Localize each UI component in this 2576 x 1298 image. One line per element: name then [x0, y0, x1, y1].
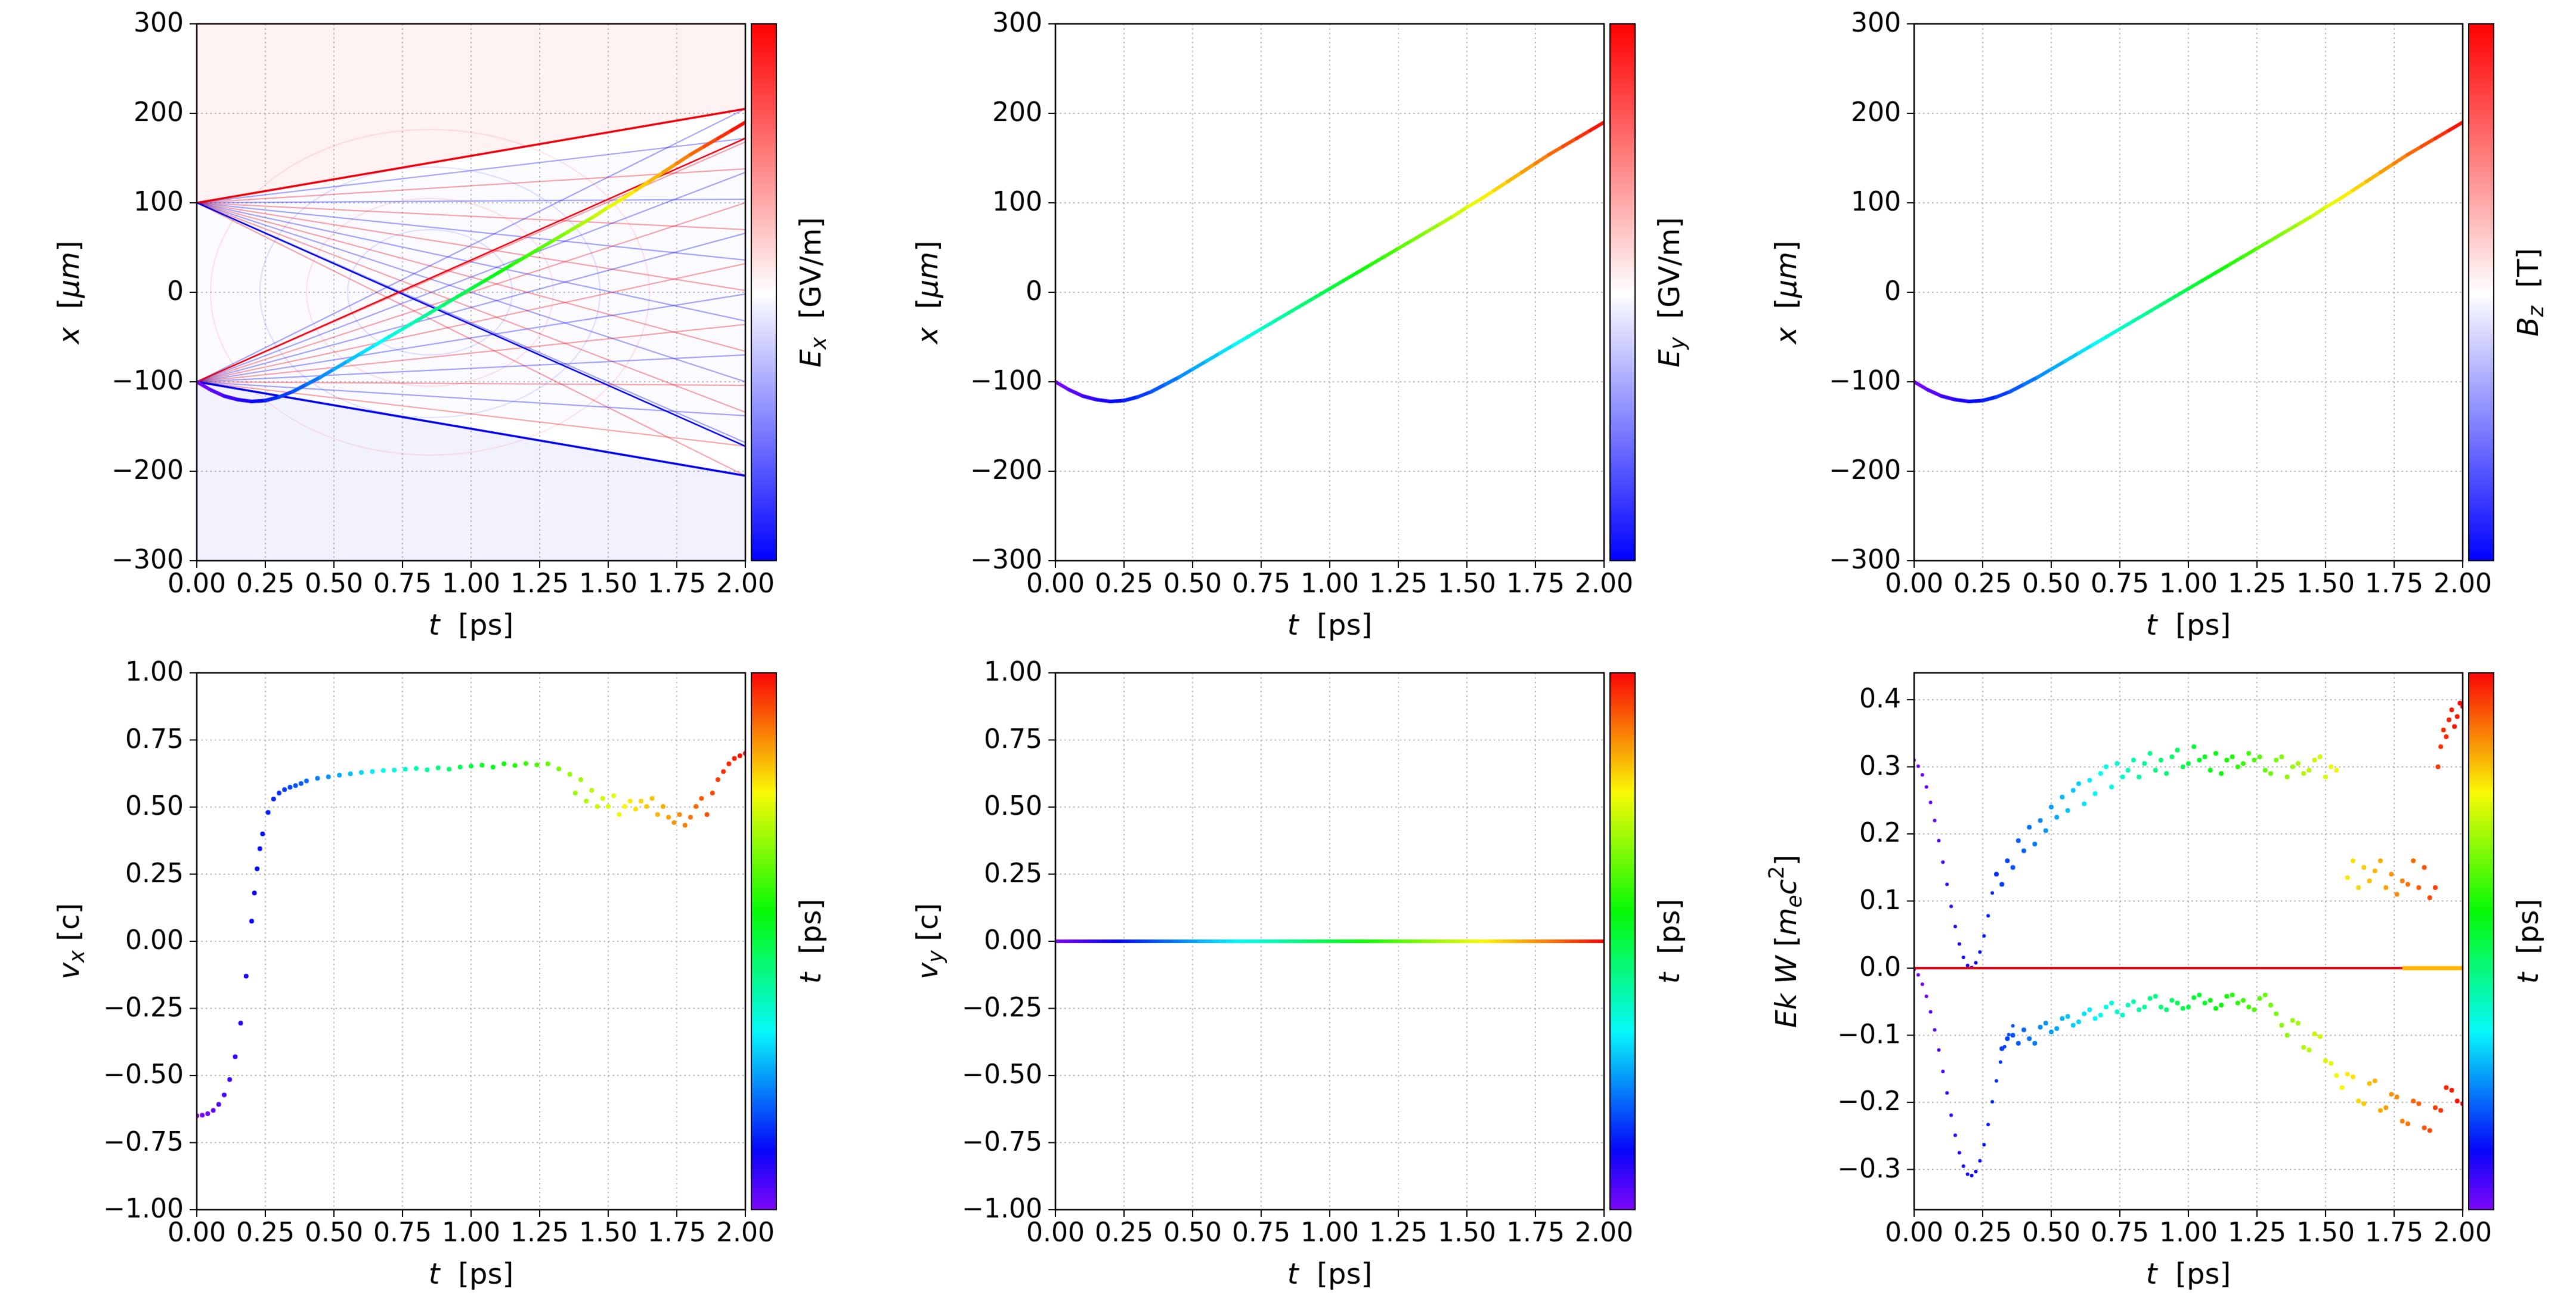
subplot-energy-vs-t — [1717, 649, 2576, 1298]
chart-x-vs-t-bz-canvas — [1717, 0, 2576, 649]
chart-x-vs-t-ey-canvas — [859, 0, 1717, 649]
subplot-x-vs-t-ex — [0, 0, 859, 649]
subplot-x-vs-t-ey — [859, 0, 1717, 649]
chart-vx-vs-t-canvas — [0, 649, 859, 1298]
subplot-vy-vs-t — [859, 649, 1717, 1298]
chart-vy-vs-t-canvas — [859, 649, 1717, 1298]
chart-energy-vs-t-canvas — [1717, 649, 2576, 1298]
subplot-vx-vs-t — [0, 649, 859, 1298]
subplot-x-vs-t-bz — [1717, 0, 2576, 649]
chart-x-vs-t-ex-canvas — [0, 0, 859, 649]
